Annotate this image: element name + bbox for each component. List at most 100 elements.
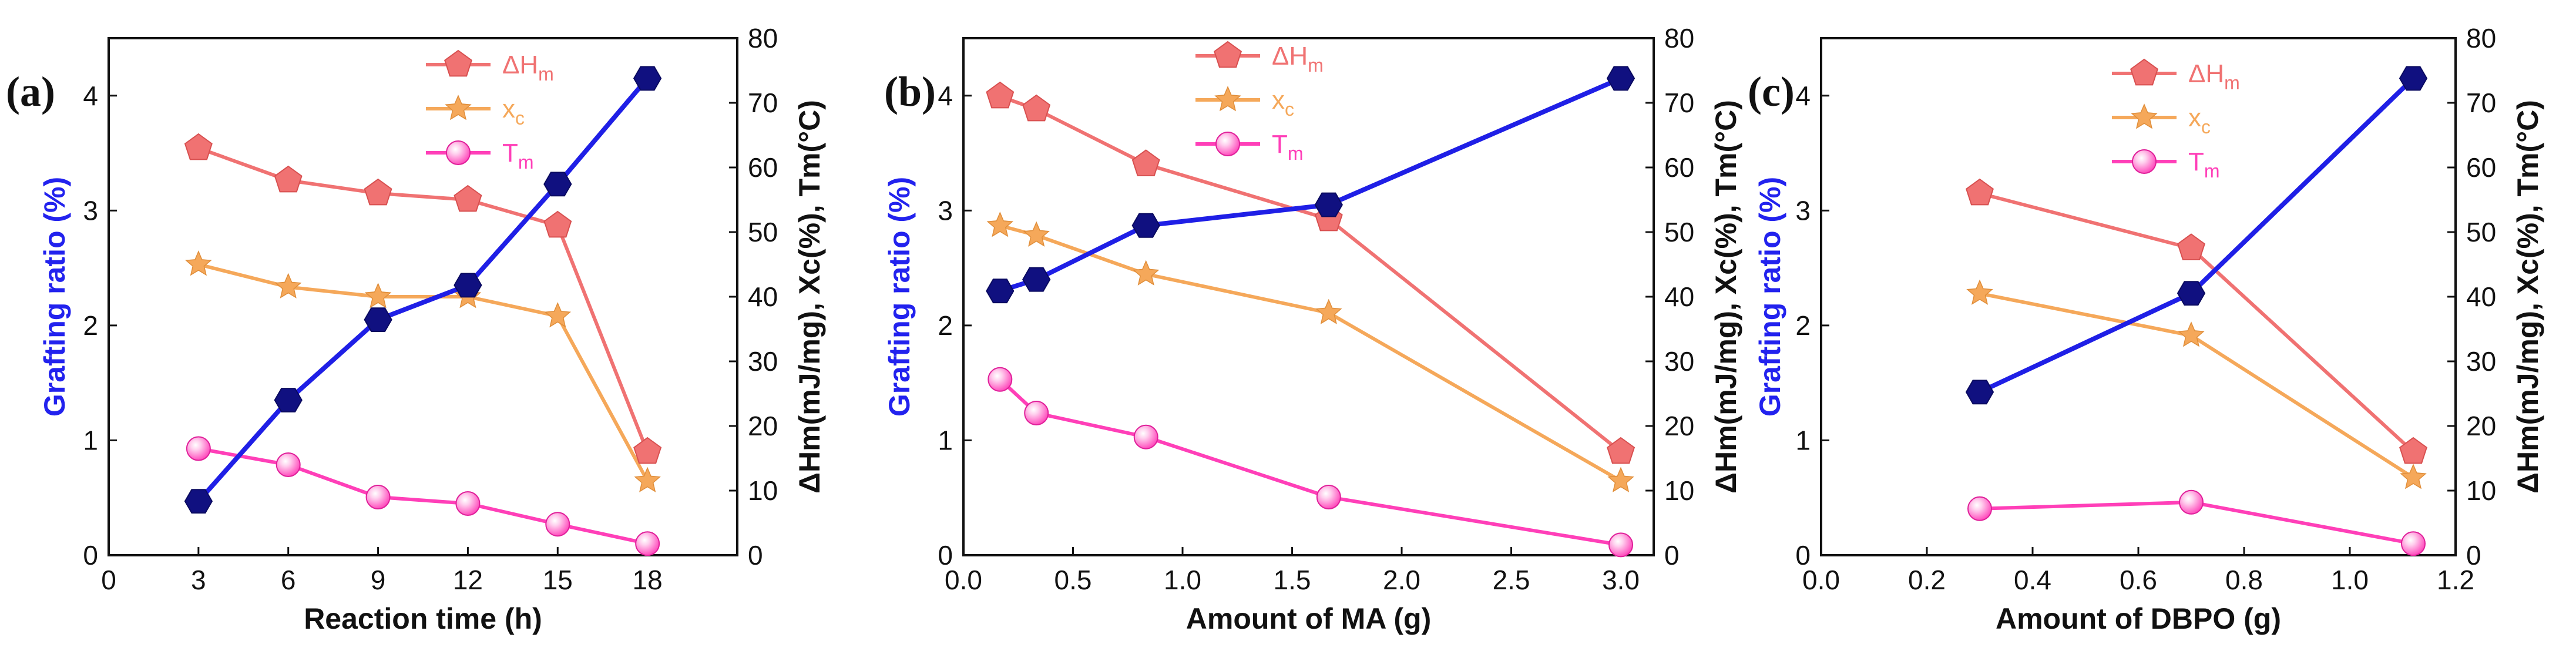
legend-marker-dh: [444, 49, 472, 77]
panel-label: (c): [1748, 68, 1795, 115]
y-right-tick-label: 20: [748, 411, 778, 441]
y-right-tick-label: 30: [2466, 346, 2496, 377]
data-point-grafting: [364, 307, 392, 332]
x-tick-label: 2.0: [1383, 565, 1420, 595]
data-point-grafting: [1606, 66, 1635, 91]
legend-label-dh: ΔHm: [502, 51, 554, 85]
y-right-tick-label: 20: [1664, 411, 1694, 441]
data-point-grafting: [543, 172, 572, 197]
legend-marker-tm: [446, 140, 471, 165]
data-point-dh: [1022, 94, 1051, 122]
y-right-tick-label: 60: [2466, 152, 2496, 183]
legend-label-xc: xc: [1272, 86, 1294, 120]
legend-marker-tm: [1215, 132, 1240, 156]
y-left-tick-label: 1: [83, 425, 98, 455]
y-left-tick-label: 4: [938, 80, 953, 111]
legend-marker-dh: [1214, 41, 1242, 68]
series-line-xc: [999, 224, 1622, 483]
data-point-tm: [988, 367, 1013, 392]
y-right-tick-label: 80: [1664, 23, 1694, 53]
y-right-tick-label: 80: [748, 23, 778, 53]
x-tick-label: 0.0: [1802, 565, 1840, 595]
data-point-tm: [276, 452, 301, 477]
data-point-grafting: [454, 273, 482, 298]
data-point-tm: [1316, 485, 1341, 509]
panel-a: 0 3 6 9 12 15 180123401020304050607080Reaction…: [6, 23, 826, 635]
y-left-tick-label: 0: [938, 540, 953, 571]
panel-label: (a): [6, 68, 55, 115]
data-point-grafting: [1314, 192, 1343, 217]
y-left-axis-title: Grafting ratio (%): [883, 177, 916, 417]
y-left-axis-title: Grafting ratio (%): [38, 177, 71, 417]
y-right-tick-label: 10: [2466, 475, 2496, 506]
data-point-xc: [2400, 464, 2427, 489]
series-line-xc: [198, 263, 649, 482]
y-left-axis-title: Grafting ratio (%): [1754, 177, 1786, 417]
y-left-tick-label: 0: [1795, 540, 1811, 571]
y-right-tick-label: 60: [748, 152, 778, 183]
y-left-tick-label: 1: [938, 425, 953, 455]
data-point-xc: [274, 273, 302, 298]
data-point-grafting: [274, 388, 303, 412]
y-right-tick-label: 0: [748, 540, 763, 571]
x-tick-label: 3: [191, 565, 206, 595]
y-right-tick-label: 10: [748, 475, 778, 506]
y-right-tick-label: 40: [2466, 281, 2496, 312]
y-right-tick-label: 10: [1664, 475, 1694, 506]
data-point-dh: [633, 437, 662, 464]
data-point-tm: [1967, 496, 1992, 521]
y-left-tick-label: 1: [1795, 425, 1811, 455]
x-tick-label: 0: [101, 565, 116, 595]
data-point-dh: [184, 133, 213, 160]
data-point-dh: [1966, 178, 1994, 206]
data-point-xc: [1607, 467, 1634, 492]
x-tick-label: 1.0: [2331, 565, 2369, 595]
x-tick-label: 0.2: [1908, 565, 1946, 595]
series-line-dh: [197, 146, 649, 453]
data-point-tm: [365, 485, 391, 509]
y-left-tick-label: 2: [83, 310, 98, 341]
legend-label-xc: xc: [502, 95, 525, 129]
x-tick-label: 0.0: [945, 565, 982, 595]
data-point-grafting: [1022, 267, 1051, 292]
plot-frame: [962, 37, 1655, 556]
series-line-grafting: [196, 76, 650, 503]
y-left-tick-label: 4: [83, 80, 98, 111]
y-left-tick-label: 3: [938, 195, 953, 226]
data-point-tm: [545, 512, 570, 537]
series-line-dh: [999, 95, 1622, 454]
x-axis-title: Reaction time (h): [304, 602, 542, 635]
legend-label-dh: ΔHm: [1272, 42, 1324, 76]
y-right-tick-label: 50: [1664, 217, 1694, 247]
data-point-dh: [454, 184, 482, 212]
legend-marker-xc: [2131, 103, 2158, 129]
panel-b: 0.0 0.5 1.0 1.5 2.0 2.5 3.00123401020304050607…: [883, 23, 1742, 635]
data-point-xc: [1315, 298, 1342, 324]
data-point-xc: [986, 212, 1014, 237]
x-tick-label: 18: [633, 565, 663, 595]
legend-label-tm: Tm: [1272, 130, 1304, 164]
data-point-grafting: [986, 279, 1015, 304]
x-tick-label: 0.6: [2120, 565, 2157, 595]
data-point-xc: [1132, 260, 1160, 286]
data-point-tm: [2401, 531, 2426, 556]
data-point-xc: [185, 250, 212, 276]
x-tick-label: 15: [543, 565, 573, 595]
data-point-tm: [455, 491, 481, 516]
y-right-axis-title: ΔHm(mJ/mg), Xc(%), Tm(°C): [793, 100, 826, 494]
y-right-tick-label: 20: [2466, 411, 2496, 441]
data-point-xc: [2178, 321, 2205, 347]
panel-label: (b): [884, 68, 936, 115]
data-point-dh: [364, 178, 392, 206]
legend-marker-xc: [1214, 86, 1241, 112]
x-tick-label: 1.0: [1164, 565, 1201, 595]
y-left-tick-label: 4: [1795, 80, 1811, 111]
legend-marker-dh: [2130, 58, 2158, 86]
data-point-tm: [2179, 489, 2204, 515]
x-tick-label: 3.0: [1602, 565, 1640, 595]
data-point-tm: [1133, 424, 1158, 449]
data-point-xc: [1966, 279, 1993, 305]
data-point-xc: [364, 283, 392, 308]
y-right-tick-label: 0: [1664, 540, 1680, 571]
data-point-tm: [1024, 401, 1049, 425]
